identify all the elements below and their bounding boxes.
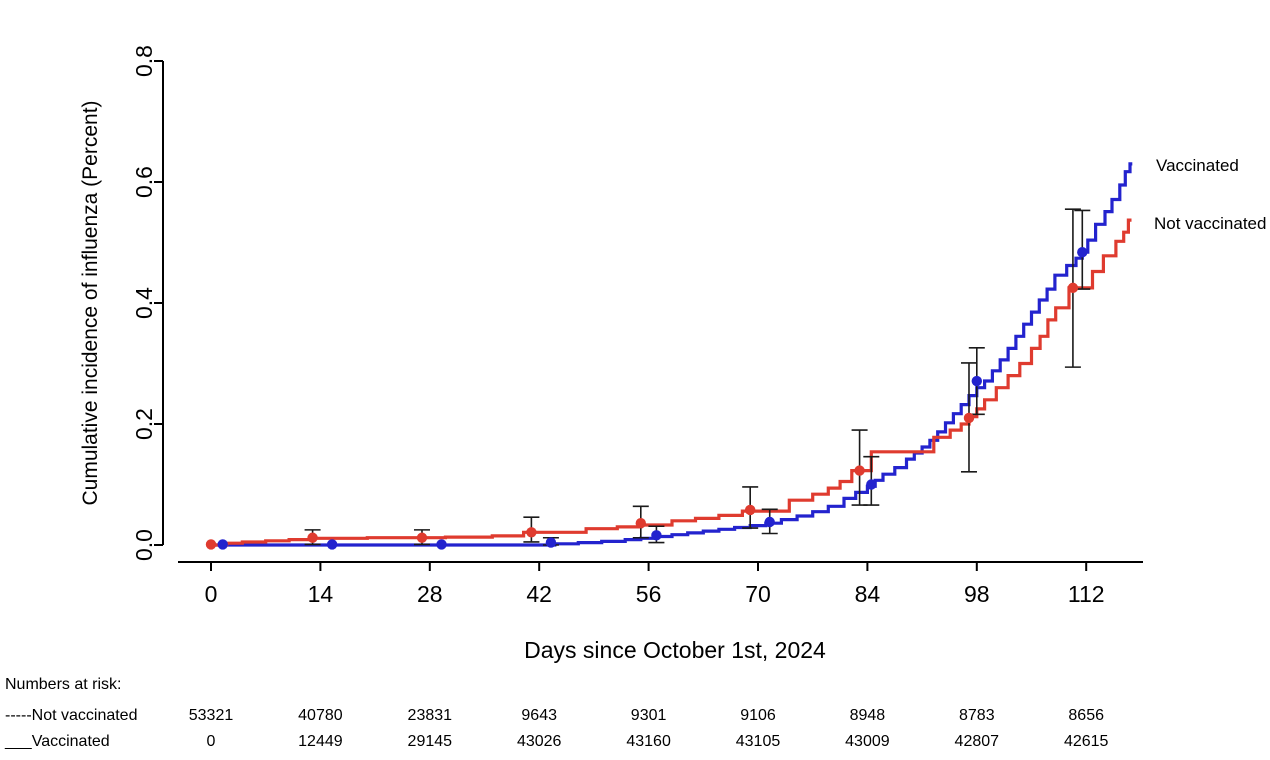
curve-not-vaccinated (211, 218, 1132, 547)
x-axis-title: Days since October 1st, 2024 (524, 637, 826, 663)
point-vaccinated (436, 539, 447, 550)
point-not-vaccinated (526, 527, 537, 538)
risk-count: 43026 (517, 733, 562, 750)
dashed-line-key-icon: ----- (5, 707, 32, 724)
y-tick-label: 0.4 (131, 287, 157, 319)
point-vaccinated (764, 516, 775, 528)
axes: 0.0 0.2 0.4 0.6 0.8 0 14 28 42 56 70 84 98 112 (131, 45, 1143, 607)
risk-count: 23831 (408, 707, 453, 724)
point-not-vaccinated (416, 532, 428, 543)
risk-count: 43105 (736, 733, 781, 750)
point-not-vaccinated (963, 412, 975, 424)
risk-count: 8783 (959, 707, 995, 724)
numbers-at-risk-values: 53321 40780 23831 9643 9301 9106 8948 8783 8656 0… (189, 707, 1109, 750)
x-tick-label: 84 (855, 581, 881, 607)
point-vaccinated (217, 539, 228, 550)
point-vaccinated (545, 537, 557, 548)
risk-row-label-not-vaccinated: -----Not vaccinated (5, 707, 137, 724)
point-not-vaccinated (744, 504, 756, 516)
x-tick-label: 112 (1068, 581, 1105, 607)
point-estimates (205, 246, 1088, 550)
risk-count: 53321 (189, 707, 234, 724)
survival-curves (211, 162, 1133, 547)
point-vaccinated (326, 539, 338, 550)
legend-label-not-vaccinated: Not vaccinated (1154, 214, 1266, 233)
risk-count: 43160 (626, 733, 671, 750)
risk-count: 9106 (740, 707, 776, 724)
risk-row-name-not-vaccinated: Not vaccinated (32, 707, 138, 724)
x-tick-label: 14 (308, 581, 334, 607)
x-tick-label: 70 (745, 581, 771, 607)
error-bars (304, 208, 1091, 546)
x-tick-label: 42 (526, 581, 552, 607)
risk-count: 43009 (845, 733, 890, 750)
risk-row-name-vaccinated: Vaccinated (32, 733, 110, 750)
point-not-vaccinated (635, 518, 646, 529)
risk-count: 8948 (850, 707, 886, 724)
y-tick-label: 0.0 (131, 529, 157, 561)
risk-count: 42615 (1064, 733, 1109, 750)
point-not-vaccinated (854, 465, 865, 476)
point-not-vaccinated (205, 539, 217, 550)
risk-count: 40780 (298, 707, 343, 724)
risk-count: 42807 (955, 733, 1000, 750)
risk-count: 12449 (298, 733, 343, 750)
risk-count: 0 (207, 733, 216, 750)
point-vaccinated (651, 530, 662, 541)
y-tick-label: 0.2 (131, 408, 157, 440)
point-not-vaccinated (307, 532, 318, 543)
y-tick-label: 0.6 (131, 166, 157, 198)
x-tick-label: 0 (205, 581, 218, 607)
x-tick-label: 98 (964, 581, 990, 607)
point-vaccinated (866, 479, 877, 490)
risk-count: 9643 (521, 707, 557, 724)
x-tick-label: 56 (636, 581, 662, 607)
y-tick-label: 0.8 (131, 45, 157, 77)
point-not-vaccinated (1067, 282, 1079, 294)
x-tick-label: 28 (417, 581, 443, 607)
risk-count: 29145 (408, 733, 453, 750)
numbers-at-risk-title: Numbers at risk: (5, 676, 121, 693)
risk-row-label-vaccinated: ___Vaccinated (4, 733, 110, 750)
solid-line-key-icon: ___ (4, 733, 33, 750)
point-vaccinated (1077, 246, 1088, 258)
point-vaccinated (971, 375, 983, 387)
risk-count: 9301 (631, 707, 667, 724)
legend-label-vaccinated: Vaccinated (1156, 156, 1239, 175)
risk-count: 8656 (1068, 707, 1104, 724)
curve-vaccinated (211, 162, 1133, 547)
y-axis-title: Cumulative incidence of influenza (Perce… (79, 100, 102, 505)
